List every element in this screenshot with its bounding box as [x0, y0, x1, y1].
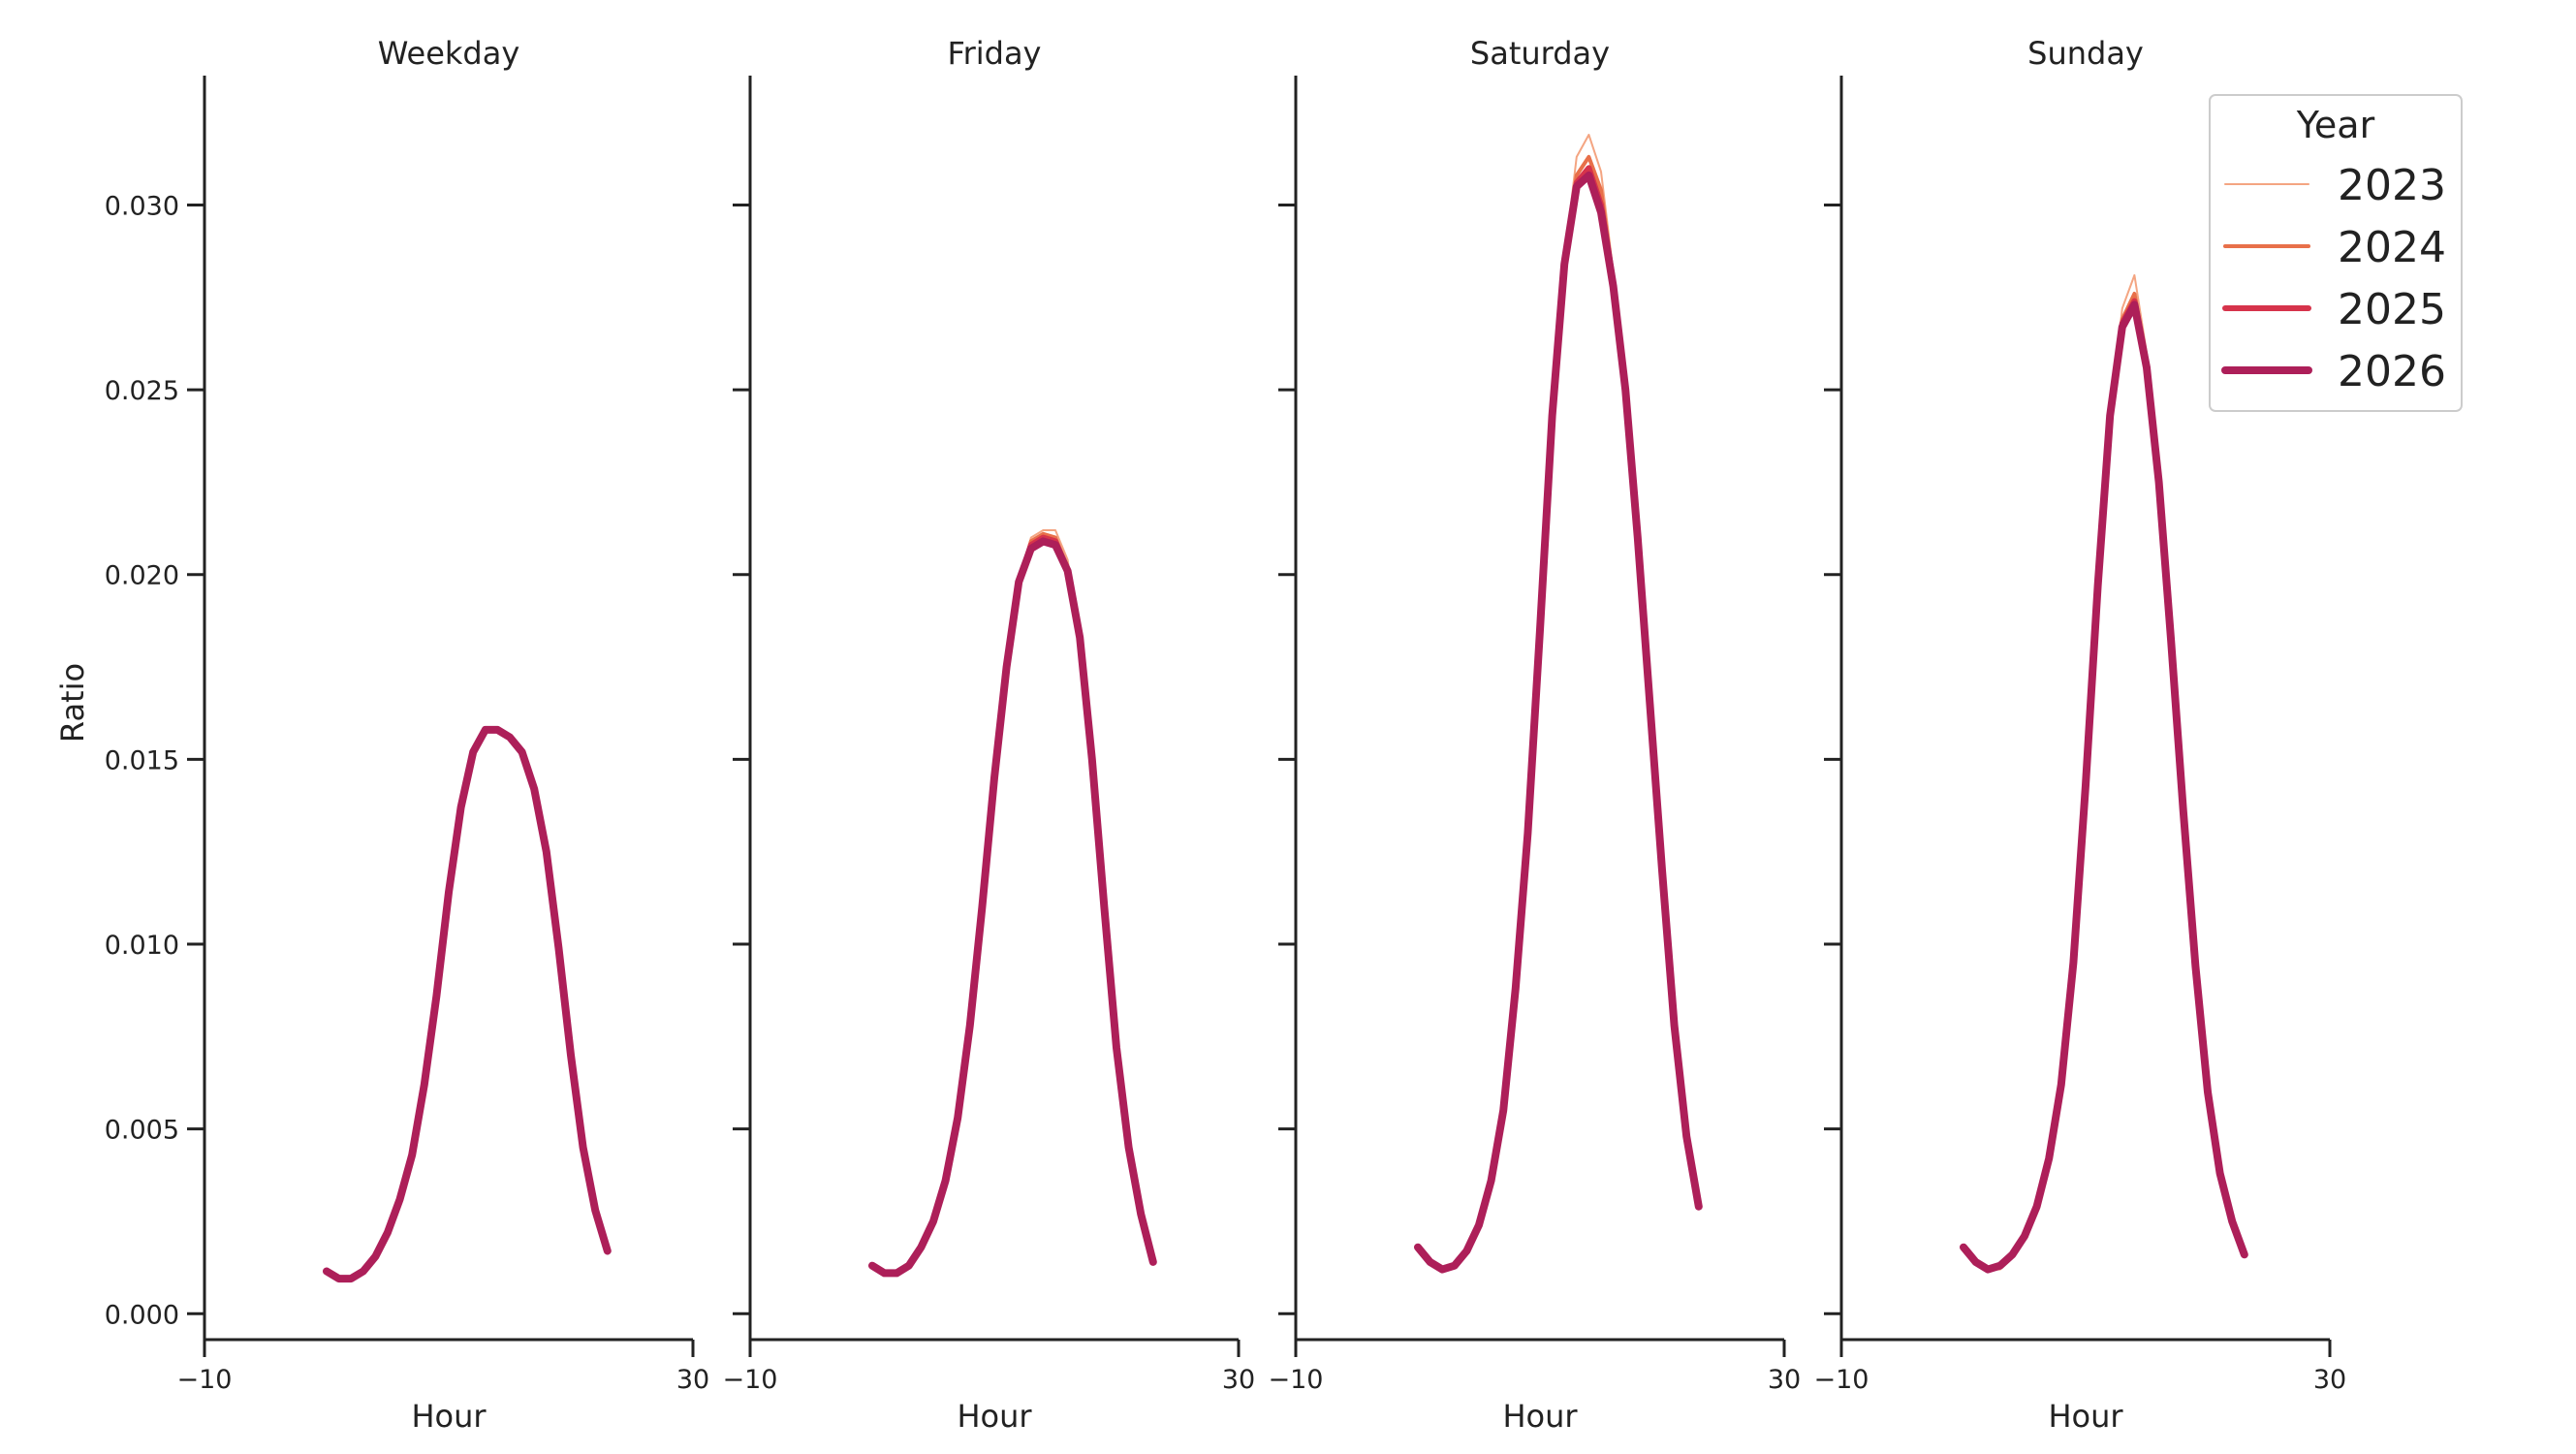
series-line-2026	[1960, 300, 2248, 1274]
x-tick-label: −10	[177, 1365, 233, 1395]
x-tick-label: −10	[1814, 1365, 1869, 1395]
panel-sunday: Sunday −10 30 Hour	[1814, 35, 2347, 1435]
legend-title: Year	[2296, 104, 2375, 146]
y-axis-title: Ratio	[54, 663, 91, 743]
series-line-2024	[1962, 292, 2246, 1272]
panel-title: Sunday	[2027, 35, 2144, 72]
x-tick-label: −10	[1269, 1365, 1324, 1395]
x-axis-title: Hour	[1502, 1398, 1578, 1435]
legend-label-2026: 2026	[2338, 347, 2446, 396]
panel-title: Friday	[948, 35, 1042, 72]
x-tick-label: −10	[723, 1365, 778, 1395]
y-tick-label: 0.025	[105, 376, 179, 406]
panel-friday: Friday −10 30 Hour	[723, 35, 1256, 1435]
y-tick-label: 0.030	[105, 191, 179, 221]
panels: Weekday 0.000 0.005 0.010 0.015 0.020 0.025 0.0…	[105, 35, 2346, 1435]
y-tick-label: 0.015	[105, 745, 179, 775]
panel-title: Saturday	[1470, 35, 1610, 72]
legend-box	[2209, 94, 2463, 412]
x-axis-title: Hour	[957, 1398, 1032, 1435]
panel-saturday: Saturday −10 30 Hour	[1269, 35, 1802, 1435]
series-line-2026	[868, 537, 1157, 1278]
x-axis-title: Hour	[411, 1398, 487, 1435]
x-tick-label: 30	[676, 1365, 709, 1395]
legend-label-2025: 2025	[2338, 285, 2446, 334]
legend-label-2023: 2023	[2338, 161, 2446, 210]
y-tick-label: 0.000	[105, 1300, 179, 1330]
legend-label-2024: 2024	[2338, 223, 2446, 272]
series-line-2025	[1961, 298, 2247, 1273]
x-tick-label: 30	[1768, 1365, 1801, 1395]
x-axis-title: Hour	[2048, 1398, 2123, 1435]
panel-weekday: Weekday 0.000 0.005 0.010 0.015 0.020 0.025 0.0…	[105, 35, 709, 1435]
y-tick-label: 0.005	[105, 1116, 179, 1146]
x-tick-label: 30	[2313, 1365, 2346, 1395]
panel-title: Weekday	[378, 35, 520, 72]
series-line-2026	[323, 725, 612, 1283]
y-tick-label: 0.020	[105, 561, 179, 591]
y-tick-label: 0.010	[105, 931, 179, 961]
x-tick-label: 30	[1222, 1365, 1255, 1395]
series-line-2023	[1963, 273, 2246, 1271]
series-line-2026	[1414, 171, 1703, 1274]
legend: Year 2023 2024 2025 2026	[2209, 94, 2463, 412]
